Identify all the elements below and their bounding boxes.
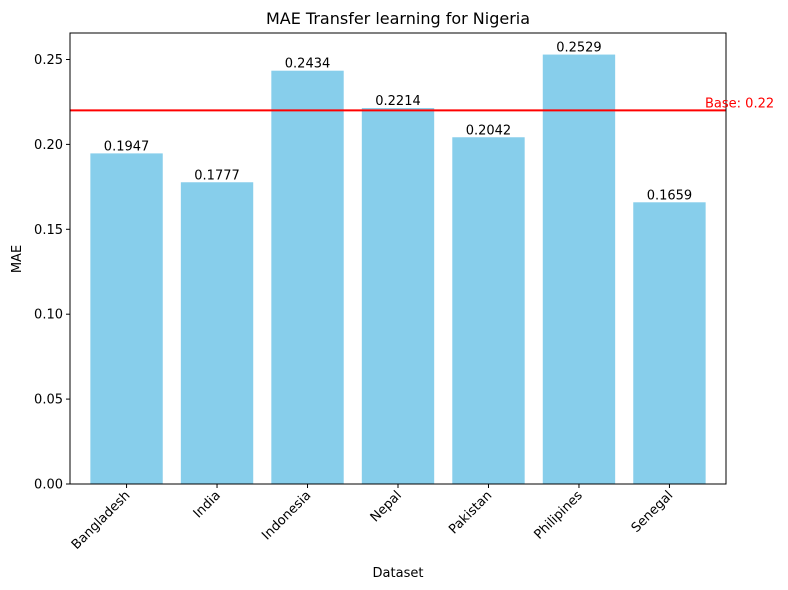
bar-value-label: 0.2042	[466, 123, 512, 138]
x-axis-label: Dataset	[373, 566, 424, 581]
y-tick-label: 0.15	[34, 223, 63, 238]
x-tick-label-philipines: Philipines	[531, 488, 585, 542]
x-tick-label-pakistan: Pakistan	[446, 488, 495, 537]
bar-senegal	[633, 202, 706, 484]
bar-indonesia	[271, 70, 344, 484]
chart-title: MAE Transfer learning for Nigeria	[266, 9, 530, 28]
x-tick-label-indonesia: Indonesia	[259, 488, 314, 543]
y-tick-label: 0.10	[34, 308, 63, 323]
x-tick-label-senegal: Senegal	[629, 488, 677, 536]
y-axis-label: MAE	[10, 245, 25, 273]
bar-value-label: 0.2529	[556, 41, 602, 56]
x-tick-label-bangladesh: Bangladesh	[69, 488, 134, 553]
bar-philipines	[542, 54, 616, 485]
x-tick-label-nepal: Nepal	[368, 488, 405, 525]
plot-area: 0.00 0.05 0.10 0.15 0.20 0.25 Bangladesh India I…	[34, 32, 774, 553]
x-tick-label-india: India	[191, 488, 224, 521]
bar-value-label: 0.1947	[104, 139, 150, 154]
y-tick-label: 0.05	[34, 393, 63, 408]
baseline-label: Base: 0.22	[705, 96, 774, 111]
bar-value-label: 0.1777	[194, 168, 240, 183]
bar-pakistan	[452, 137, 525, 484]
bar-value-label: 0.2434	[285, 57, 331, 72]
bar-bangladesh	[90, 153, 163, 485]
y-tick-label: 0.20	[34, 138, 63, 153]
y-tick-label: 0.00	[34, 478, 63, 493]
y-tick-label: 0.25	[34, 53, 63, 68]
bar-value-label: 0.2214	[375, 94, 421, 109]
bar-nepal	[361, 108, 435, 484]
bar-india	[180, 182, 254, 484]
bar-value-label: 0.1659	[647, 188, 693, 203]
